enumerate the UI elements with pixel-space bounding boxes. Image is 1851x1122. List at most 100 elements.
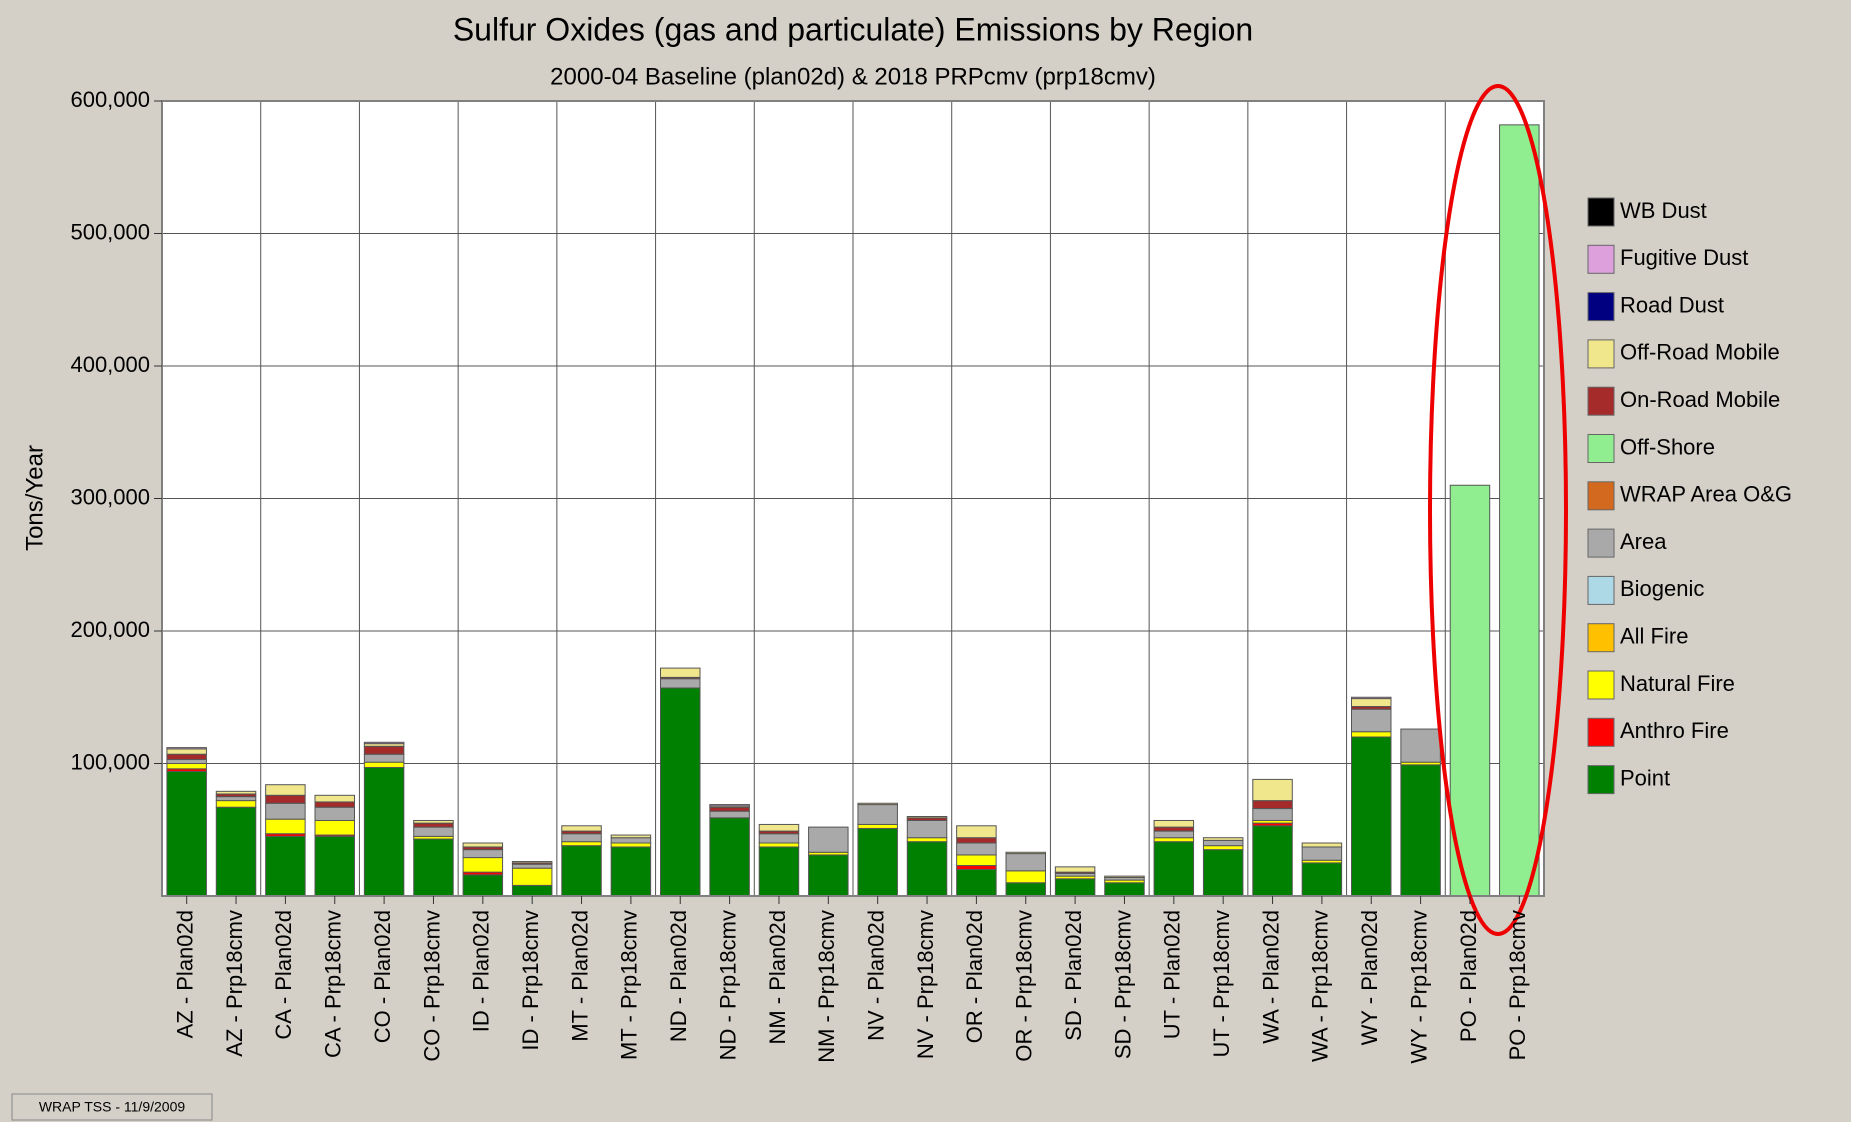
bar-segment (166, 763, 207, 770)
legend-swatch (1587, 528, 1615, 558)
bar-segment (1351, 696, 1392, 700)
bar-segment (1202, 849, 1244, 897)
bar-segment (1153, 837, 1195, 843)
legend-label: Biogenic (1620, 576, 1704, 601)
bar-segment (956, 865, 997, 871)
bar-segment (265, 794, 306, 804)
bar-segment (660, 678, 701, 689)
bar-segment (1202, 837, 1244, 841)
footer-box (11, 1093, 213, 1121)
bar-segment (660, 667, 701, 678)
bar-segment (1153, 819, 1195, 828)
bar-segment (462, 874, 504, 897)
legend-label: Anthro Fire (1620, 718, 1729, 743)
legend-swatch (1587, 575, 1615, 605)
bar-segment (166, 748, 207, 755)
bar-segment (808, 854, 849, 897)
bar-segment (1400, 728, 1441, 763)
legend-label: Road Dust (1620, 292, 1724, 317)
highlight-ellipse (1428, 84, 1568, 936)
x-tick-label: UT - Plan02d (1160, 910, 1185, 1039)
bar-segment (561, 841, 602, 847)
bar-segment (1005, 851, 1046, 855)
bar-segment (758, 846, 800, 897)
bar-segment (215, 790, 257, 795)
bar-segment (314, 819, 355, 836)
bar-segment (1400, 764, 1441, 897)
x-tick-label: ID - Plan02d (469, 910, 494, 1032)
bar-segment (956, 825, 997, 839)
bar-segment (413, 838, 454, 897)
bar-segment (1153, 830, 1195, 839)
x-tick-label: WY - Plan02d (1357, 910, 1382, 1045)
bar-segment (758, 833, 800, 844)
bar-segment (808, 826, 849, 853)
y-tick-label: 400,000 (70, 352, 150, 377)
legend-swatch (1587, 292, 1615, 322)
bar-segment (857, 827, 898, 897)
bar-segment (610, 842, 652, 848)
x-tick-label: OR - Prp18cmv (1012, 910, 1037, 1062)
bar-segment (265, 802, 306, 820)
x-tick-label: WA - Plan02d (1258, 910, 1283, 1044)
bar-segment (166, 770, 207, 897)
bar-segment (1153, 826, 1195, 832)
bar-segment (1301, 846, 1343, 861)
bar-segment (1252, 800, 1293, 810)
bar-segment (511, 863, 553, 869)
bar-segment (1351, 708, 1392, 733)
legend-swatch (1587, 481, 1615, 511)
x-tick-label: CO - Prp18cmv (419, 910, 444, 1062)
bar-segment (1202, 845, 1244, 851)
legend-label: WB Dust (1620, 198, 1707, 223)
bar-segment (1252, 825, 1293, 897)
bar-segment (857, 823, 898, 829)
bar-segment (1301, 842, 1343, 848)
bar-segment (314, 794, 355, 803)
bar-segment (462, 842, 504, 848)
x-tick-label: SD - Prp18cmv (1110, 910, 1135, 1059)
x-tick-label: PO - Prp18cmv (1505, 910, 1530, 1060)
bar-segment (956, 869, 997, 897)
bar-segment (1005, 882, 1046, 897)
bar-segment (1202, 839, 1244, 847)
bar-segment (758, 823, 800, 832)
y-tick-label: 600,000 (70, 87, 150, 112)
bar-segment (363, 753, 405, 763)
bar-segment (610, 846, 652, 897)
bar-segment (709, 804, 750, 807)
legend-swatch (1587, 670, 1615, 700)
legend-swatch (1587, 623, 1615, 653)
bar-segment (1499, 124, 1540, 897)
bar-segment (1005, 870, 1046, 884)
bar-segment (1301, 862, 1343, 897)
bar-segment (511, 867, 553, 886)
bar-segment (561, 833, 602, 843)
x-tick-label: CO - Plan02d (370, 910, 395, 1043)
bar-segment (215, 800, 257, 808)
x-tick-label: CA - Prp18cmv (321, 910, 346, 1058)
bar-segment (1449, 484, 1491, 897)
x-tick-label: NV - Plan02d (863, 910, 888, 1041)
bar-segment (1351, 731, 1392, 738)
bar-segment (265, 784, 306, 796)
bar-segment (956, 854, 997, 867)
x-tick-label: NM - Plan02d (765, 910, 790, 1045)
bar-segment (462, 857, 504, 873)
x-tick-label: CA - Plan02d (271, 910, 296, 1040)
x-tick-label: AZ - Plan02d (172, 910, 197, 1038)
y-tick-label: 200,000 (70, 617, 150, 642)
x-tick-label: ID - Prp18cmv (518, 910, 543, 1051)
bar-segment (906, 816, 948, 819)
bar-segment (215, 796, 257, 802)
bar-segment (314, 801, 355, 808)
bar-segment (314, 806, 355, 821)
bar-segment (462, 849, 504, 859)
legend-label: Point (1620, 765, 1670, 790)
bar-segment (709, 810, 750, 819)
bar-segment (363, 745, 405, 755)
x-tick-label: NV - Prp18cmv (913, 910, 938, 1059)
bar-segment (709, 817, 750, 897)
bar-segment (215, 806, 257, 897)
